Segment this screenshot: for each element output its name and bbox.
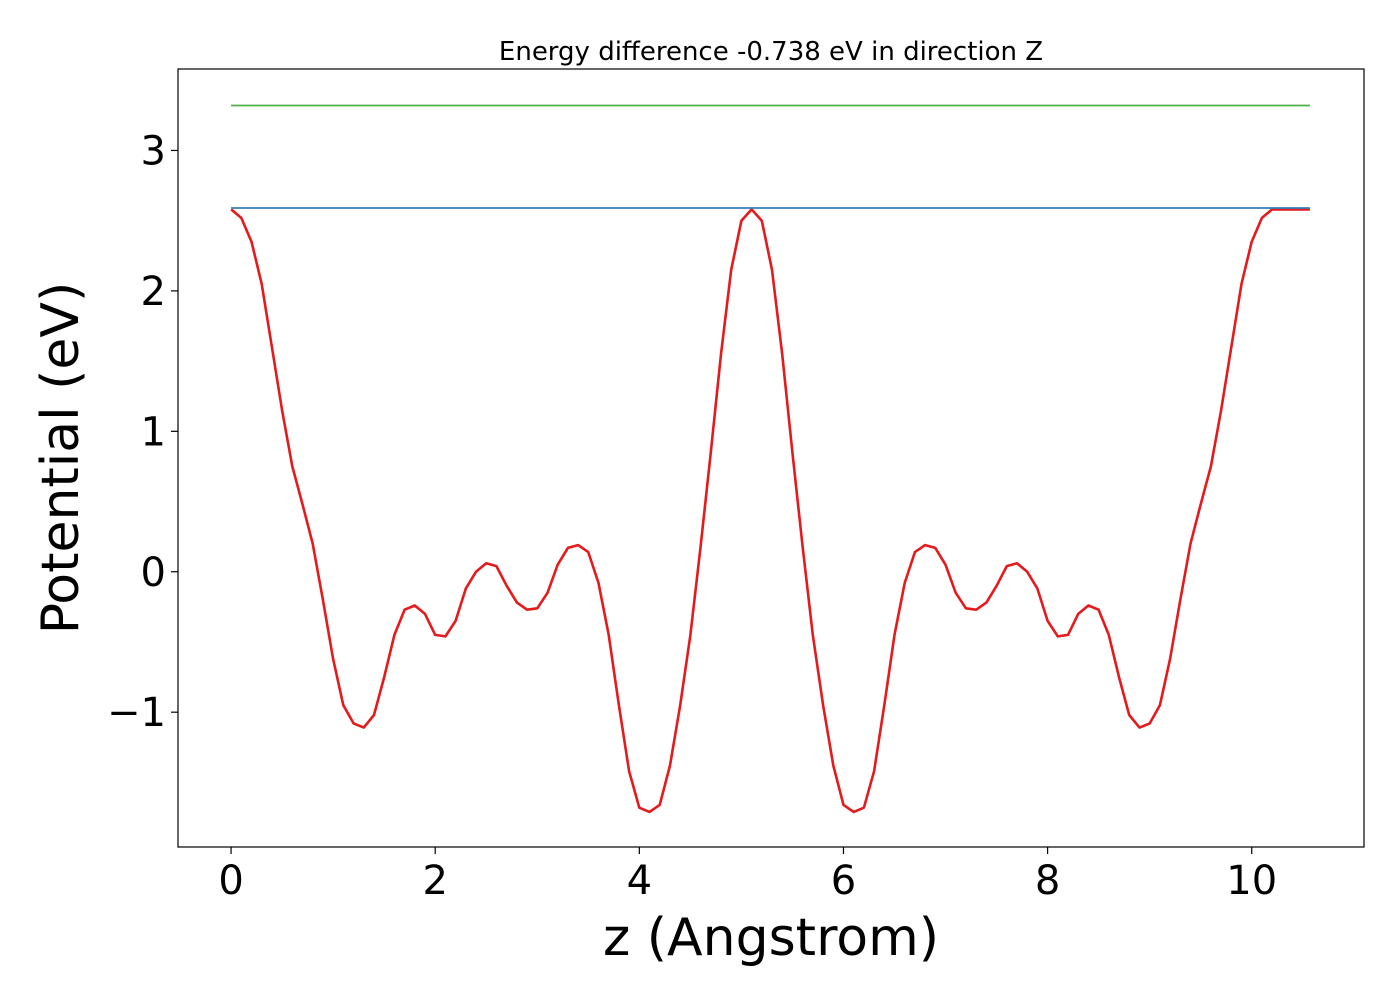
y-tick-label: 1 — [141, 409, 166, 455]
series-line-0 — [230, 208, 1310, 814]
x-tick-label: 6 — [831, 858, 856, 904]
y-axis-label: Potential (eV) — [31, 282, 91, 634]
plot-frame — [177, 68, 1365, 848]
x-tick-label: 2 — [422, 858, 447, 904]
x-tick-label: 10 — [1226, 858, 1277, 904]
x-tick-label: 4 — [627, 858, 652, 904]
x-tick-label: 0 — [218, 858, 243, 904]
x-axis: 0 2 4 6 8 10 — [218, 847, 1277, 904]
y-axis: −1 0 1 2 3 — [107, 128, 178, 736]
y-tick-label: −1 — [107, 690, 166, 736]
chart-title: Energy difference -0.738 eV in direction… — [499, 37, 1043, 67]
y-tick-label: 3 — [141, 128, 166, 174]
x-tick-label: 8 — [1035, 858, 1060, 904]
x-axis-label: z (Angstrom) — [603, 908, 939, 968]
series-layer — [230, 104, 1310, 814]
y-tick-label: 0 — [141, 550, 166, 596]
y-tick-label: 2 — [141, 269, 166, 315]
